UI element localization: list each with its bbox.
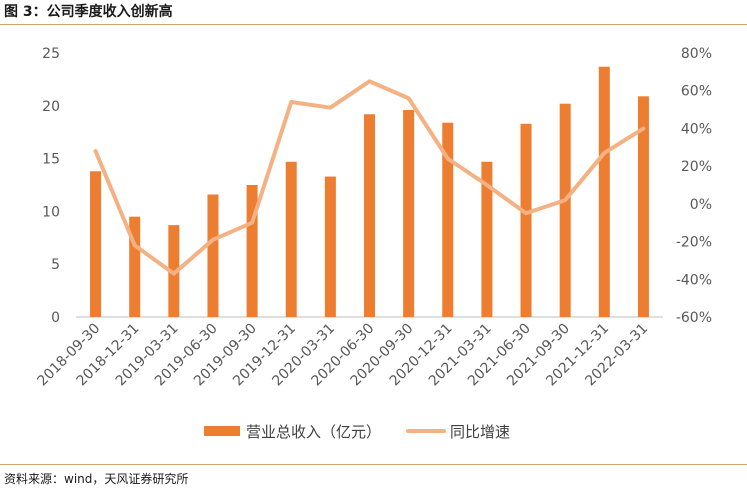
growth-point-2020-06-30: [369, 80, 370, 82]
bar-2019-12-31: [285, 161, 297, 317]
growth-point-2018-09-30: [95, 150, 97, 152]
bar-2018-09-30: [90, 171, 102, 317]
growth-point-2019-09-30: [251, 222, 253, 224]
bar-2021-12-31: [598, 66, 610, 317]
source-note: 资料来源：wind，天风证券研究所: [4, 472, 189, 486]
bar-2019-06-30: [207, 194, 219, 317]
left-tick-label: 5: [51, 257, 60, 273]
growth-point-2021-12-31: [603, 152, 605, 154]
top-rule: [0, 24, 747, 25]
growth-point-2020-12-31: [447, 158, 449, 160]
legend-label-line: 同比增速: [450, 423, 510, 441]
left-tick-label: 0: [51, 310, 60, 326]
growth-point-2020-09-30: [408, 97, 410, 99]
growth-point-2022-03-31: [642, 127, 644, 129]
bar-2020-12-31: [442, 122, 454, 317]
growth-point-2020-03-31: [329, 107, 331, 109]
left-tick-label: 20: [42, 99, 60, 115]
bar-series: [90, 66, 649, 318]
bar-2020-03-31: [324, 176, 336, 317]
growth-point-2019-12-31: [290, 101, 292, 103]
x-axis-ticks: 2018-09-302018-12-312019-03-312019-06-30…: [35, 321, 652, 390]
right-tick-label: -40%: [676, 272, 712, 288]
bar-2018-12-31: [129, 216, 141, 317]
bar-2021-09-30: [559, 103, 571, 317]
growth-point-2019-03-31: [173, 273, 175, 275]
bar-2020-09-30: [403, 110, 415, 317]
growth-point-2021-03-31: [486, 184, 488, 186]
right-tick-label: 20%: [681, 159, 712, 175]
right-axis-ticks: -60% -40% -20% 0% 20% 40% 60% 80%: [676, 46, 712, 326]
bar-2019-09-30: [246, 185, 258, 317]
left-tick-label: 10: [42, 204, 60, 220]
legend-swatch-bar: [204, 426, 240, 436]
growth-point-2021-06-30: [525, 212, 527, 214]
right-tick-label: 0%: [690, 197, 712, 213]
legend: 营业总收入（亿元） 同比增速: [204, 423, 510, 441]
growth-point-2018-12-31: [134, 244, 136, 246]
legend-label-bar: 营业总收入（亿元）: [246, 423, 381, 441]
right-tick-label: -20%: [676, 235, 712, 251]
figure-title: 图 3：公司季度收入创新高: [4, 4, 173, 20]
right-tick-label: 60%: [681, 84, 712, 100]
right-tick-label: 80%: [681, 46, 712, 62]
growth-point-2021-09-30: [564, 199, 566, 201]
right-tick-label: 40%: [681, 121, 712, 137]
left-tick-label: 15: [42, 152, 60, 168]
growth-point-2019-06-30: [212, 239, 214, 241]
line-series: [93, 79, 646, 276]
left-axis-ticks: 0 5 10 15 20 25: [42, 46, 60, 326]
bar-2021-06-30: [520, 123, 532, 317]
left-tick-label: 25: [42, 46, 60, 62]
right-tick-label: -60%: [676, 310, 712, 326]
bottom-rule: [0, 464, 747, 465]
bar-2020-06-30: [364, 114, 375, 317]
bar-2021-03-31: [481, 161, 493, 317]
bar-2022-03-31: [637, 96, 649, 318]
